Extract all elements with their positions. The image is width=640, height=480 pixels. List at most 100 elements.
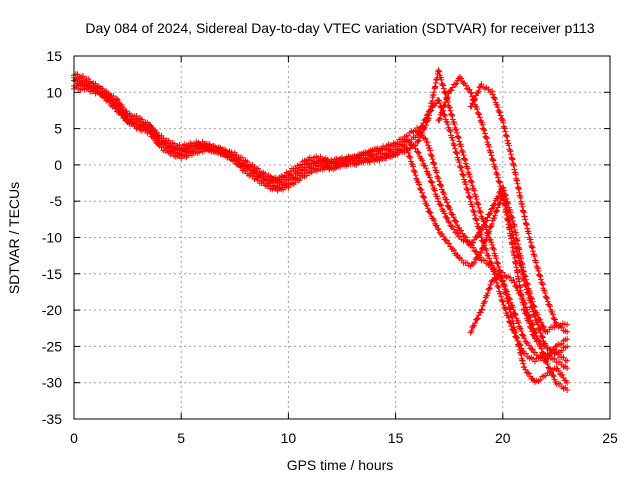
data-point-marker <box>419 157 426 164</box>
data-point-marker <box>543 294 550 301</box>
data-point-marker <box>564 343 571 350</box>
data-point-marker <box>471 259 478 266</box>
y-tick-label: -10 <box>42 230 62 246</box>
data-point-marker <box>481 222 488 229</box>
data-point-marker <box>478 81 485 88</box>
data-point-marker <box>520 360 527 367</box>
data-point-marker <box>519 357 526 364</box>
data-point-marker <box>502 202 509 209</box>
data-point-marker <box>437 182 444 189</box>
data-point-marker <box>500 193 507 200</box>
data-point-marker <box>508 225 515 232</box>
data-point-marker <box>514 334 521 341</box>
data-point-marker <box>430 160 437 167</box>
data-point-marker <box>516 257 523 264</box>
data-point-marker <box>533 259 540 266</box>
data-point-marker <box>448 111 455 118</box>
data-point-marker <box>544 295 551 302</box>
data-point-marker <box>434 225 441 232</box>
data-point-marker <box>492 268 499 275</box>
x-tick-label: 5 <box>177 430 185 446</box>
data-point-marker <box>522 366 529 373</box>
data-point-marker <box>123 115 130 122</box>
data-point-marker <box>539 281 546 288</box>
data-point-marker <box>424 139 431 146</box>
data-point-marker <box>428 153 435 160</box>
data-point-marker <box>415 149 422 156</box>
data-point-marker <box>521 277 528 284</box>
data-point-marker <box>494 207 501 214</box>
x-axis-label: GPS time / hours <box>287 457 394 473</box>
data-point-marker <box>519 331 526 338</box>
data-point-marker <box>467 173 474 180</box>
data-point-marker <box>489 241 496 248</box>
data-point-marker <box>451 121 458 128</box>
data-point-marker <box>539 280 546 287</box>
data-point-marker <box>511 279 518 286</box>
data-point-marker <box>445 218 452 225</box>
data-point-marker <box>518 351 525 358</box>
data-point-marker <box>499 298 506 305</box>
y-tick-label: -5 <box>50 193 63 209</box>
data-point-marker <box>542 289 549 296</box>
data-point-marker <box>507 308 514 315</box>
data-point-marker <box>464 186 471 193</box>
data-point-marker <box>506 216 513 223</box>
data-point-marker <box>476 84 483 91</box>
data-point-marker <box>436 116 443 123</box>
data-point-marker <box>444 199 451 206</box>
data-point-marker <box>529 375 536 382</box>
data-point-marker <box>444 95 451 102</box>
data-point-marker <box>484 214 491 221</box>
data-point-marker <box>483 135 490 142</box>
data-point-marker <box>497 183 504 190</box>
data-point-marker <box>414 149 421 156</box>
data-point-marker <box>540 324 547 331</box>
data-point-marker <box>503 205 510 212</box>
data-point-marker <box>534 336 541 343</box>
data-point-marker <box>522 216 529 223</box>
data-point-marker <box>503 132 510 139</box>
data-point-marker <box>474 220 481 227</box>
data-point-marker <box>444 215 451 222</box>
data-point-marker <box>455 254 462 261</box>
data-point-marker <box>424 205 431 212</box>
data-point-marker <box>491 201 498 208</box>
data-point-marker <box>471 96 478 103</box>
data-point-marker <box>489 205 496 212</box>
data-point-marker <box>537 329 544 336</box>
x-tick-label: 25 <box>602 430 618 446</box>
data-point-marker <box>449 246 456 253</box>
data-point-marker <box>422 124 429 131</box>
data-point-marker <box>517 325 524 332</box>
data-point-marker <box>511 310 518 317</box>
data-point-marker <box>486 143 493 150</box>
data-point-marker <box>510 320 517 327</box>
data-point-marker <box>533 332 540 339</box>
data-point-marker <box>514 248 521 255</box>
data-point-marker <box>458 143 465 150</box>
data-point-marker <box>552 319 559 326</box>
data-point-marker <box>407 154 414 161</box>
data-point-marker <box>488 206 495 213</box>
data-point-marker <box>495 284 502 291</box>
data-point-marker <box>499 116 506 123</box>
data-point-marker <box>479 245 486 252</box>
data-point-marker <box>508 314 515 321</box>
data-point-marker <box>475 252 482 259</box>
data-point-marker <box>529 322 536 329</box>
data-point-marker <box>536 326 543 333</box>
data-point-marker <box>453 149 460 156</box>
data-point-marker <box>429 179 436 186</box>
data-point-marker <box>466 194 473 201</box>
data-point-marker <box>496 178 503 185</box>
data-point-marker <box>431 164 438 171</box>
data-point-marker <box>564 386 571 393</box>
data-point-marker <box>419 189 426 196</box>
data-point-marker <box>421 198 428 205</box>
data-point-marker <box>527 299 534 306</box>
data-point-marker <box>460 151 467 158</box>
data-point-marker <box>429 156 436 163</box>
data-point-marker <box>489 220 496 227</box>
data-point-marker <box>486 285 493 292</box>
